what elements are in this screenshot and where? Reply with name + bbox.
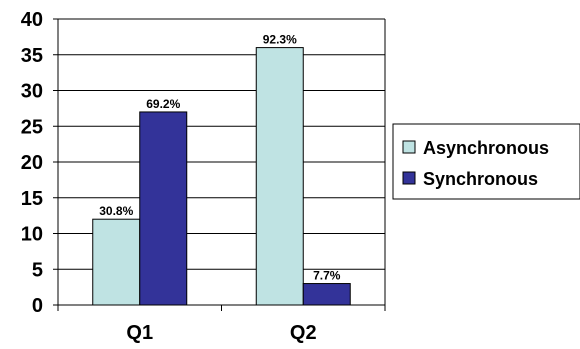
bars [92, 47, 351, 306]
legend-swatch-asynchronous [402, 140, 416, 154]
x-category-label-q1: Q1 [126, 322, 153, 344]
data-labels: 30.8% 69.2% 92.3% 7.7% [99, 33, 341, 283]
bar-asynchronous-q2 [255, 47, 304, 306]
bar-synchronous-q2 [302, 283, 351, 306]
y-tick-label-30: 30 [21, 81, 43, 103]
y-tick-label-40: 40 [21, 9, 43, 31]
data-label-synchronous-q1: 69.2% [146, 97, 180, 111]
legend-frame [392, 123, 580, 200]
legend-label-asynchronous: Asynchronous [423, 138, 549, 158]
y-tick-label-10: 10 [21, 224, 43, 246]
bar-synchronous-q1 [139, 111, 188, 306]
y-tick-label-25: 25 [21, 116, 43, 138]
y-tick-label-5: 5 [32, 259, 43, 281]
y-axis-ticks: 0 5 10 15 20 25 30 35 40 [21, 9, 58, 317]
data-label-asynchronous-q2: 92.3% [263, 33, 297, 47]
x-category-label-q2: Q2 [290, 322, 317, 344]
data-label-asynchronous-q1: 30.8% [99, 204, 133, 218]
y-tick-label-15: 15 [21, 188, 43, 210]
bar-asynchronous-q1 [92, 218, 141, 306]
legend-label-synchronous: Synchronous [423, 169, 538, 189]
y-tick-label-20: 20 [21, 152, 43, 174]
legend: Asynchronous Synchronous [392, 123, 580, 200]
y-tick-label-0: 0 [32, 295, 43, 317]
y-tick-label-35: 35 [21, 45, 43, 67]
x-axis-categories: Q1 Q2 [126, 322, 316, 344]
legend-swatch-synchronous [402, 171, 416, 185]
data-label-synchronous-q2: 7.7% [313, 269, 341, 283]
